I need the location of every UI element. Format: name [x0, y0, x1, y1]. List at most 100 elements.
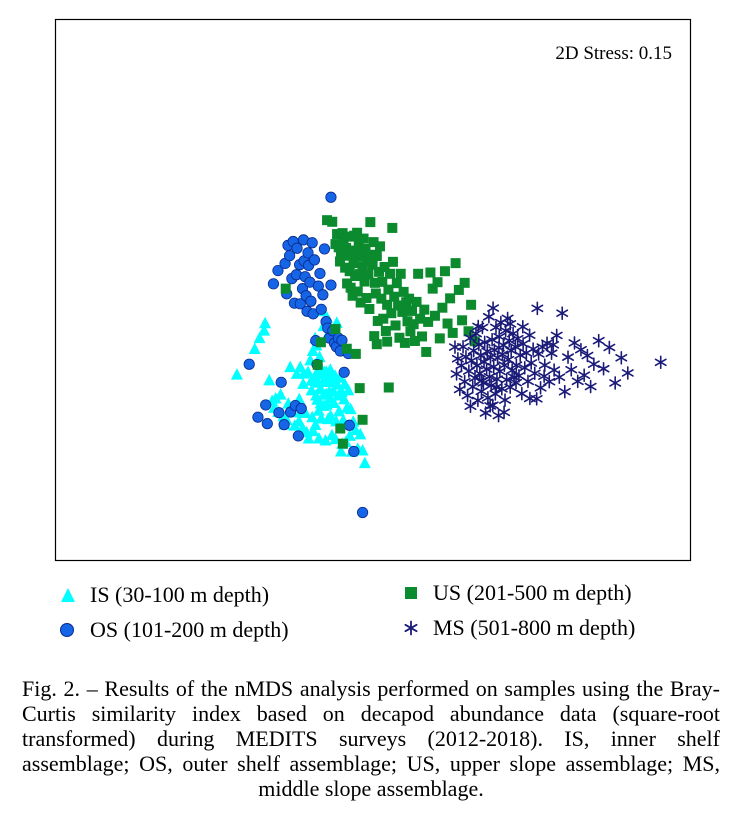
legend-label-os: OS (101-200 m depth): [90, 617, 289, 642]
point-us-49: [378, 313, 389, 324]
point-ms-95: [584, 379, 597, 394]
point-os-4: [267, 278, 280, 290]
point-ms-82: [545, 346, 558, 361]
point-us-69: [404, 293, 415, 304]
point-us-74: [411, 296, 422, 307]
point-os-5: [272, 264, 284, 277]
point-ms-80: [541, 336, 554, 351]
point-ms-68: [518, 360, 531, 375]
point-os-1: [252, 411, 264, 423]
point-ms-84: [550, 328, 563, 343]
point-is-62: [319, 433, 332, 446]
point-ms-78: [536, 340, 549, 354]
square-marker-icon: [405, 587, 417, 599]
point-us-39: [367, 259, 378, 270]
point-us-68: [402, 316, 413, 327]
point-ms-73: [527, 342, 540, 356]
point-is-41: [309, 418, 322, 430]
point-os-54: [338, 366, 350, 378]
point-ms-10: [464, 331, 477, 345]
point-us-37: [365, 217, 376, 228]
legend-item-is: IS (30-100 m depth): [60, 582, 269, 608]
circle-marker-icon: [60, 623, 74, 637]
point-os-40: [314, 267, 326, 280]
point-us-66: [399, 337, 410, 348]
point-os-19: [291, 242, 303, 254]
point-ms-100: [609, 376, 622, 390]
point-ms-92: [574, 342, 587, 357]
point-ms-15: [469, 326, 482, 341]
point-us-44: [372, 315, 383, 326]
point-us-36: [364, 303, 375, 314]
point-us-23: [352, 227, 363, 238]
point-us-2: [327, 216, 338, 227]
point-ms-108: [487, 301, 500, 315]
point-us-92: [453, 284, 464, 295]
point-us-41: [369, 277, 380, 288]
point-ms-17: [471, 393, 484, 408]
point-us-18: [347, 290, 358, 301]
point-us-9: [338, 237, 349, 248]
point-us-104: [350, 348, 361, 359]
point-us-63: [395, 268, 406, 279]
point-us-103: [354, 383, 365, 394]
point-os-58: [325, 191, 337, 203]
point-ms-61: [509, 339, 522, 354]
point-us-26: [354, 269, 365, 280]
point-us-109: [357, 414, 368, 425]
point-us-72: [408, 319, 419, 330]
point-ms-71: [523, 328, 536, 342]
point-ms-104: [464, 399, 477, 414]
point-os-55: [343, 419, 355, 431]
point-us-71: [407, 305, 418, 316]
point-ms-111: [498, 405, 511, 420]
point-us-11: [341, 242, 352, 253]
legend-label-ms: MS (501-800 m depth): [433, 615, 636, 640]
point-ms-99: [603, 340, 616, 355]
point-is-89: [333, 371, 346, 383]
point-us-6: [334, 256, 345, 267]
point-is-0: [230, 368, 243, 380]
point-ms-4: [455, 358, 468, 373]
point-ms-107: [484, 399, 497, 413]
point-us-86: [437, 302, 448, 313]
point-ms-38: [489, 387, 502, 401]
point-ms-43: [493, 329, 506, 344]
point-is-32: [302, 432, 315, 444]
point-us-42: [370, 288, 381, 299]
point-us-62: [394, 332, 405, 343]
point-ms-56: [504, 380, 517, 394]
point-os-36: [308, 254, 321, 266]
point-us-31: [359, 276, 370, 287]
point-us-32: [360, 243, 371, 254]
point-ms-106: [475, 373, 488, 388]
point-us-73: [409, 335, 420, 346]
point-us-30: [358, 233, 369, 244]
point-us-1: [322, 215, 333, 226]
point-us-78: [419, 304, 430, 315]
point-os-30: [302, 247, 314, 259]
point-ms-74: [528, 366, 541, 381]
point-us-82: [427, 283, 438, 294]
point-us-55: [386, 308, 397, 319]
point-is-5: [263, 373, 276, 386]
point-is-31: [302, 365, 315, 377]
point-os-20: [292, 430, 304, 442]
point-us-7: [335, 247, 346, 258]
point-ms-114: [516, 319, 529, 334]
point-ms-102: [621, 366, 634, 380]
point-is-79: [327, 384, 340, 396]
point-us-52: [382, 299, 393, 310]
legend-item-ms: MS (501-800 m depth): [403, 615, 635, 641]
point-us-61: [393, 300, 404, 311]
point-is-107: [358, 456, 371, 469]
point-us-58: [389, 291, 400, 302]
point-is-4: [259, 316, 272, 329]
point-us-89: [445, 293, 456, 304]
point-ms-67: [517, 337, 530, 351]
point-us-94: [459, 277, 470, 288]
point-us-57: [387, 256, 398, 267]
point-os-6: [273, 407, 285, 419]
figure-caption: Fig. 2. – Results of the nMDS analysis p…: [22, 676, 720, 801]
point-us-16: [345, 282, 356, 293]
